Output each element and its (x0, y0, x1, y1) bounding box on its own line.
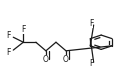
Text: F: F (6, 48, 10, 57)
Text: O: O (43, 55, 49, 64)
Text: F: F (21, 25, 26, 34)
Text: F: F (89, 59, 93, 68)
Text: F: F (6, 31, 10, 40)
Text: O: O (63, 55, 69, 64)
Text: F: F (89, 19, 93, 28)
